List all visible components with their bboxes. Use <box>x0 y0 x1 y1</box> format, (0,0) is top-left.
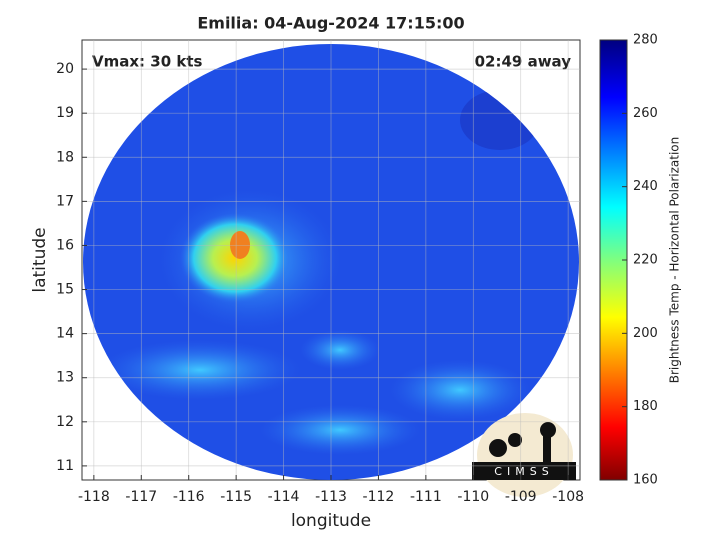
x-tick-label: -116 <box>173 489 205 505</box>
colorbar-tick-label: 220 <box>633 253 658 268</box>
annotation: 02:49 away <box>475 53 572 71</box>
y-tick-label: 12 <box>56 414 74 430</box>
title: Emilia: 04-Aug-2024 17:15:00 <box>197 14 464 33</box>
colorbar-tick-label: 160 <box>633 473 658 488</box>
y-tick-label: 16 <box>56 237 74 253</box>
y-tick-label: 17 <box>56 193 74 209</box>
colorbar-tick-label: 240 <box>633 179 658 194</box>
x-tick-label: -118 <box>78 489 110 505</box>
y-tick-label: 11 <box>56 458 74 474</box>
colorbar-tick-label: 280 <box>633 33 658 48</box>
x-tick-label: -108 <box>552 489 584 505</box>
x-tick-label: -114 <box>268 489 300 505</box>
y-tick-label: 13 <box>56 370 74 386</box>
y-tick-label: 15 <box>56 282 74 298</box>
x-tick-label: -110 <box>457 489 489 505</box>
x-tick-label: -115 <box>220 489 252 505</box>
x-tick-label: -117 <box>125 489 157 505</box>
colorbar-tick-label: 180 <box>633 399 658 414</box>
y-tick-label: 20 <box>56 61 74 77</box>
y-axis-label: latitude <box>30 227 50 292</box>
colorbar-label: Brightness Temp - Horizontal Polarizatio… <box>668 137 682 384</box>
colorbar-tick-label: 260 <box>633 106 658 121</box>
x-axis-label: longitude <box>291 511 371 531</box>
colorbar-tick-label: 200 <box>633 326 658 341</box>
x-tick-label: -111 <box>410 489 442 505</box>
x-tick-label: -112 <box>363 489 395 505</box>
logo-text: CIMSS <box>494 465 553 478</box>
y-tick-label: 14 <box>56 326 74 342</box>
annotation: Vmax: 30 kts <box>92 53 202 71</box>
y-tick-label: 19 <box>56 105 74 121</box>
x-tick-label: -113 <box>315 489 347 505</box>
logo: CIMSS <box>472 413 576 497</box>
x-tick-label: -109 <box>505 489 537 505</box>
y-tick-label: 18 <box>56 149 74 165</box>
